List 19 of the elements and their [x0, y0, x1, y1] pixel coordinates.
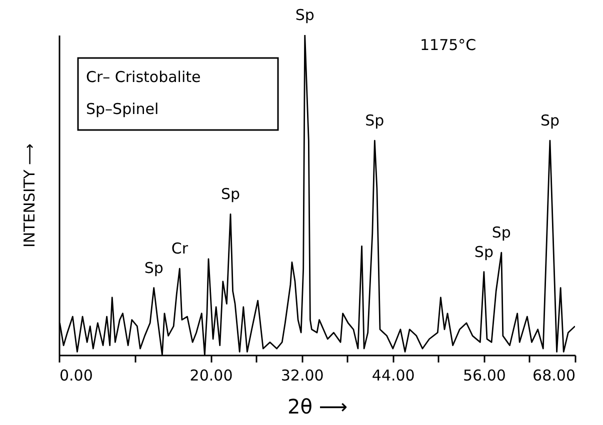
x-tick-label: 44.00 [372, 366, 415, 384]
annotation: Sp [540, 112, 560, 130]
annotation: Sp–Spinel [86, 100, 159, 118]
x-tick-label: 20.00 [190, 366, 233, 384]
y-axis-title: INTENSITY ⟶ [20, 143, 38, 248]
x-tick-label: 32.00 [280, 366, 324, 384]
x-axis-title: 2θ ⟶ [288, 394, 348, 418]
annotation: Sp [492, 224, 511, 242]
annotation: Sp [144, 258, 164, 277]
annotation: Sp [295, 6, 314, 24]
annotation: Sp [220, 185, 240, 204]
x-tick-label: 0.00 [60, 366, 93, 384]
annotation: Sp [365, 112, 384, 130]
x-tick-label: 68.00 [532, 366, 576, 384]
annotation: 1175°C [420, 36, 476, 54]
annotation: Sp [474, 242, 494, 261]
x-tick-label: 56.00 [462, 366, 506, 384]
annotation: Cr [171, 240, 189, 258]
annotation: Cr– Cristobalite [86, 68, 201, 86]
